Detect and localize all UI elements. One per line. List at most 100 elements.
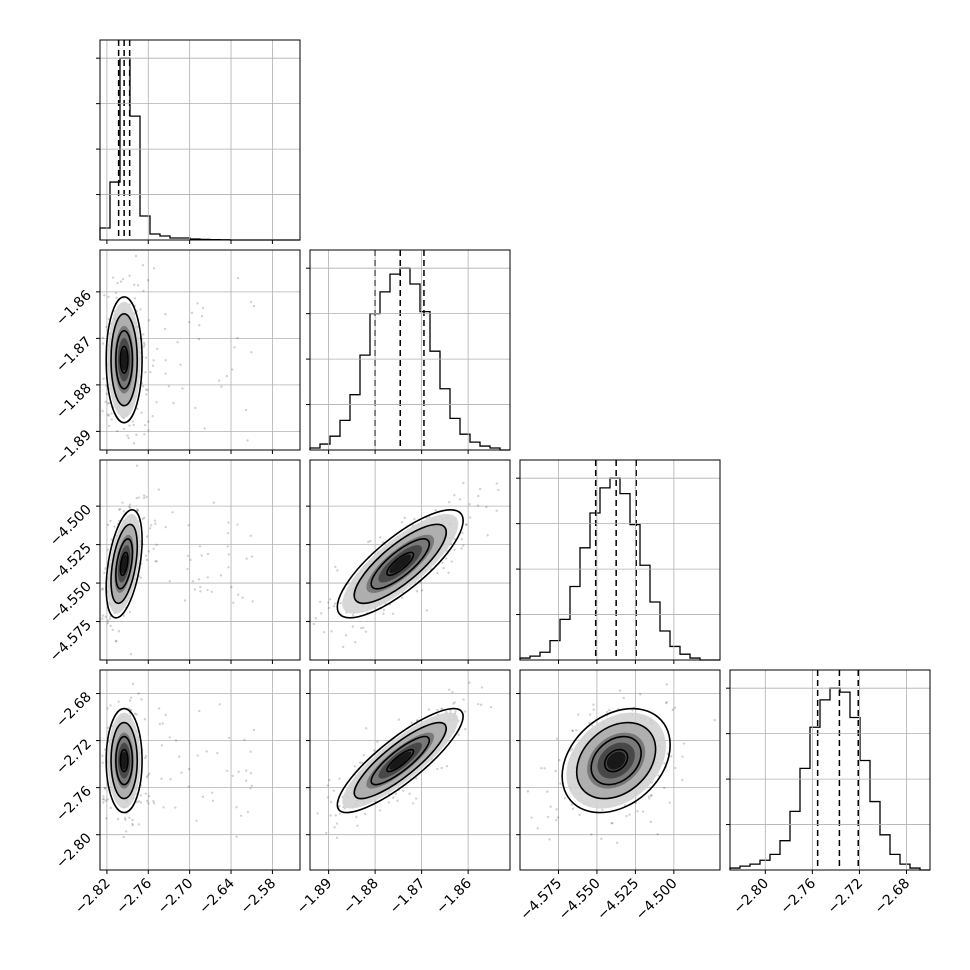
sample-point xyxy=(622,696,625,700)
sample-point xyxy=(131,682,135,686)
sample-point xyxy=(546,790,549,793)
sample-point xyxy=(236,593,240,596)
sample-point xyxy=(330,630,333,633)
sample-point xyxy=(476,504,480,507)
sample-point xyxy=(314,617,318,620)
sample-point xyxy=(445,557,448,560)
sample-point xyxy=(571,807,575,811)
sample-point xyxy=(111,628,114,632)
sample-point xyxy=(206,552,210,556)
sample-point xyxy=(227,553,231,556)
sample-point xyxy=(101,614,105,617)
sample-point xyxy=(128,610,132,614)
sample-point xyxy=(396,799,399,802)
sample-point xyxy=(199,590,202,593)
panel-frame xyxy=(309,669,511,871)
contour-line xyxy=(110,313,139,407)
sample-point xyxy=(144,554,148,557)
sample-point xyxy=(146,774,149,777)
contour-line xyxy=(590,735,642,786)
sample-point xyxy=(570,748,574,751)
sample-point xyxy=(191,580,195,583)
sample-point xyxy=(187,524,190,527)
sample-point xyxy=(608,708,611,712)
sample-point xyxy=(105,817,108,820)
sample-point xyxy=(117,508,121,511)
sample-point xyxy=(663,786,666,790)
sample-point xyxy=(167,385,171,388)
sample-point xyxy=(414,797,418,800)
sample-point xyxy=(105,325,108,329)
sample-point xyxy=(495,509,498,512)
sample-point xyxy=(164,713,167,717)
sample-point xyxy=(106,798,110,801)
sample-point xyxy=(178,755,181,758)
sample-point xyxy=(135,713,138,716)
sample-point xyxy=(115,640,118,643)
sample-point xyxy=(440,766,443,770)
sample-point xyxy=(381,541,385,544)
sample-point xyxy=(147,429,150,432)
sample-point xyxy=(649,820,652,824)
sample-point xyxy=(147,550,150,553)
panel-frame xyxy=(519,459,721,661)
sample-point xyxy=(102,798,106,801)
sample-point xyxy=(226,769,229,773)
sample-point xyxy=(154,559,157,563)
y-tick-label: −1.89 xyxy=(53,427,95,469)
sample-point xyxy=(106,622,109,625)
sample-point xyxy=(334,814,337,817)
sample-point xyxy=(194,406,197,410)
sample-point xyxy=(478,487,482,491)
sample-point xyxy=(172,401,175,405)
sample-point xyxy=(135,496,138,500)
sample-point xyxy=(477,494,480,498)
sample-point xyxy=(135,800,139,804)
sample-point xyxy=(187,785,191,788)
sample-point xyxy=(556,816,560,819)
density-level xyxy=(389,554,412,574)
sample-point xyxy=(479,703,483,707)
sample-point xyxy=(610,821,613,825)
sample-point xyxy=(106,548,109,551)
sample-point xyxy=(115,296,118,300)
sample-point xyxy=(246,439,249,442)
x-tick-label: −2.68 xyxy=(872,876,914,918)
sample-point xyxy=(329,814,332,817)
panel-frame xyxy=(99,459,301,661)
sample-point xyxy=(139,794,143,797)
x-tick-label: −1.86 xyxy=(433,875,475,917)
sample-point xyxy=(332,789,336,792)
sample-point xyxy=(410,721,413,725)
y-tick-label: −1.87 xyxy=(53,334,95,376)
sample-point xyxy=(489,705,493,709)
sample-point xyxy=(460,547,463,550)
sample-point xyxy=(495,482,499,485)
panel-frame xyxy=(99,249,301,451)
sample-point xyxy=(335,822,339,825)
sample-point xyxy=(449,709,452,712)
sample-point xyxy=(428,515,431,519)
sample-point xyxy=(328,598,332,601)
sample-point xyxy=(436,571,439,575)
sample-point xyxy=(110,412,113,415)
sample-point xyxy=(198,709,201,713)
sample-point xyxy=(134,254,138,258)
sample-point xyxy=(164,372,167,375)
sample-point xyxy=(441,561,444,565)
sample-point xyxy=(462,481,465,485)
sample-point xyxy=(102,795,105,798)
sample-point xyxy=(195,819,198,822)
sample-point xyxy=(464,523,468,526)
sample-point xyxy=(145,535,149,538)
contour-line xyxy=(336,509,464,619)
sample-point xyxy=(251,600,254,603)
sample-point xyxy=(397,718,401,721)
sample-point xyxy=(151,364,155,367)
sample-point xyxy=(212,501,216,504)
sample-point xyxy=(453,537,457,541)
sample-point xyxy=(592,703,595,706)
sample-point xyxy=(147,794,151,798)
sample-point xyxy=(107,414,111,417)
sample-point xyxy=(605,710,609,714)
